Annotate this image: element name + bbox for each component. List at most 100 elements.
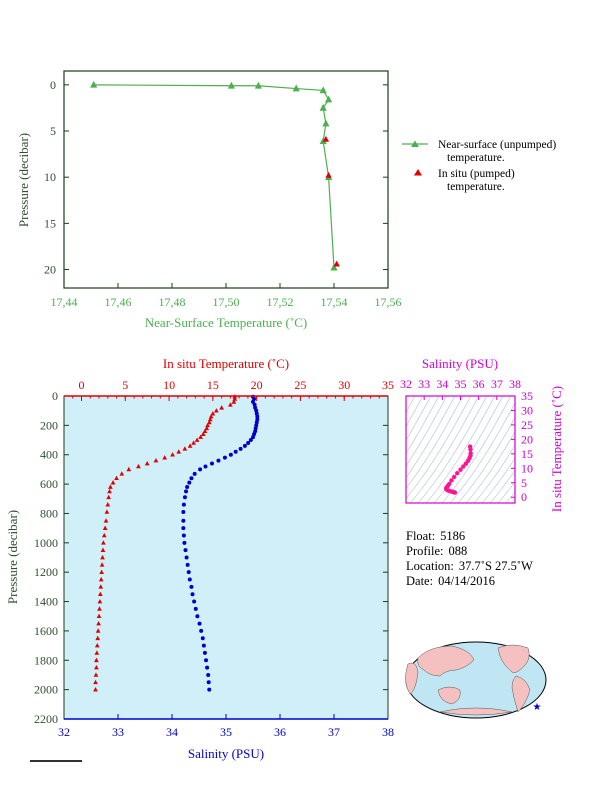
temp-axis-tick-label: 15 <box>207 378 219 392</box>
salinity-point <box>205 665 210 670</box>
ts-ytick-label: 5 <box>521 476 527 490</box>
ts-point <box>468 447 473 452</box>
temp-axis-tick-label: 25 <box>294 378 306 392</box>
temperature-point <box>95 635 101 641</box>
temperature-point <box>93 672 99 677</box>
salinity-point <box>186 570 191 575</box>
near-surface-point <box>227 81 235 89</box>
temp-axis-tick-label: 10 <box>163 378 175 392</box>
ts-point <box>461 464 466 469</box>
location: Location: 37.7˚S 27.5˚W <box>406 559 533 573</box>
legend-entry-1-line2: temperature. <box>447 152 505 164</box>
map-africa-landmass <box>405 662 419 695</box>
legend-green-triangle-icon <box>411 140 419 147</box>
temperature-point <box>210 411 216 416</box>
salinity-point <box>248 438 253 443</box>
salinity-point <box>251 399 255 404</box>
ts-isopycnal <box>441 396 512 503</box>
salinity-point <box>251 435 255 440</box>
date: Date: 04/14/2016 <box>406 574 495 588</box>
temperature-point <box>94 665 99 670</box>
pressure-tick-label: 800 <box>40 506 58 520</box>
ts-isopycnal <box>406 396 448 467</box>
temperature-point <box>170 452 175 457</box>
salinity-point <box>184 489 189 494</box>
ts-ytick-label: 15 <box>521 447 533 461</box>
near-surface-point <box>254 81 262 89</box>
salinity-point <box>246 440 251 445</box>
ts-isopycnal <box>465 431 515 503</box>
temperature-point <box>97 606 102 611</box>
pressure-tick-label: 2000 <box>34 683 58 697</box>
salinity-point <box>222 455 227 460</box>
temperature-point <box>107 488 112 494</box>
ts-ytick-label: 30 <box>521 403 533 417</box>
near-surface-ytick-label: 20 <box>44 263 56 277</box>
temperature-point <box>219 405 224 410</box>
near-surface-xlabel: Near-Surface Temperature (˚C) <box>145 315 307 330</box>
map-antarctica-landmass <box>439 707 513 716</box>
temperature-point <box>144 460 150 466</box>
temperature-point <box>99 569 104 575</box>
temperature-point <box>102 525 108 530</box>
salinity-point <box>190 592 195 597</box>
salinity-point <box>233 449 238 454</box>
profile-plot-background <box>64 396 388 719</box>
pressure-tick-label: 0 <box>52 389 58 403</box>
ts-isopycnal <box>406 396 456 479</box>
salinity-point <box>192 471 197 476</box>
ts-isopycnal <box>425 396 496 503</box>
temperature-point <box>98 584 104 589</box>
salinity-axis-tick-label: 36 <box>274 725 286 739</box>
temperature-point <box>110 480 116 485</box>
temperature-point <box>204 425 210 431</box>
temperature-point <box>103 518 109 523</box>
salinity-point <box>182 495 187 500</box>
temperature-point <box>232 396 238 401</box>
profile-number: Profile: 088 <box>406 544 467 558</box>
salinity-point <box>228 452 233 457</box>
salinity-axis-tick-label: 38 <box>382 725 394 739</box>
ts-isopycnal <box>489 469 515 503</box>
salinity-point <box>201 643 206 648</box>
map-continents <box>405 644 531 716</box>
temperature-point <box>100 547 106 552</box>
ts-isopycnal <box>406 396 440 454</box>
legend-red-triangle-icon <box>414 169 422 176</box>
profile-ticks: 0 5 10 15 20 25 30 35 32 33 34 35 36 37 38 0 200 400 600 80… <box>34 378 394 739</box>
ts-ytick-label: 35 <box>521 389 533 403</box>
ts-isopycnal <box>417 396 488 503</box>
salinity-point <box>184 555 189 560</box>
temperature-point <box>207 419 212 425</box>
ts-points <box>443 444 473 495</box>
pressure-tick-label: 2200 <box>34 712 58 726</box>
map-australia-landmass <box>437 686 461 705</box>
pressure-tick-label: 1400 <box>34 595 58 609</box>
temperature-point <box>114 475 119 481</box>
near-surface-ytick-label: 10 <box>44 170 56 184</box>
salinity-point <box>181 533 186 538</box>
ts-point <box>463 461 469 466</box>
temperature-point <box>104 509 110 514</box>
ts-xtick-label: 36 <box>473 377 485 391</box>
profile-ylabel: Pressure (decibar) <box>5 510 20 604</box>
ts-isopycnal <box>409 396 480 503</box>
ts-isopycnal <box>406 396 416 413</box>
salinity-point <box>195 614 200 619</box>
profile-bottom-axis-label: Salinity (PSU) <box>188 746 264 761</box>
ts-ytick-label: 0 <box>521 490 527 504</box>
salinity-point <box>181 502 186 507</box>
near-surface-point <box>330 263 338 271</box>
salinity-point <box>216 458 221 463</box>
ts-ytick-label: 20 <box>521 432 533 446</box>
near-surface-point <box>319 137 327 144</box>
float-info: Float: 5186 Profile: 088 Location: 37.7˚S 2… <box>406 529 533 588</box>
ts-xtick-label: 37 <box>491 377 503 391</box>
temperature-point <box>136 463 141 469</box>
temperature-point <box>231 399 237 404</box>
salinity-point <box>197 621 202 626</box>
ts-ytick-label: 10 <box>521 461 533 475</box>
ts-isopycnal <box>406 396 432 441</box>
